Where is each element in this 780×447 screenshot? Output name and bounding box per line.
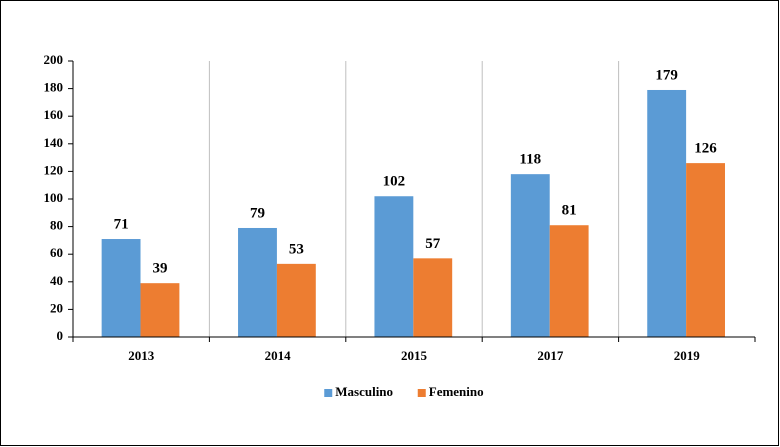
y-tick-label: 0 bbox=[57, 328, 64, 343]
data-label: 57 bbox=[425, 236, 441, 252]
bar bbox=[413, 258, 453, 337]
bar bbox=[549, 225, 589, 337]
legend-label: Femenino bbox=[429, 384, 484, 399]
y-tick-label: 40 bbox=[50, 273, 63, 288]
x-tick-label: 2019 bbox=[674, 348, 701, 363]
legend-swatch bbox=[417, 389, 426, 397]
y-tick-label: 180 bbox=[44, 80, 64, 95]
bar bbox=[686, 163, 725, 337]
y-tick-label: 20 bbox=[50, 300, 63, 315]
data-label: 126 bbox=[694, 141, 717, 157]
x-tick-label: 2013 bbox=[128, 348, 155, 363]
bar bbox=[510, 174, 550, 337]
y-tick-label: 100 bbox=[44, 190, 64, 205]
x-tick-label: 2017 bbox=[537, 348, 564, 363]
x-tick-label: 2015 bbox=[401, 348, 428, 363]
bar bbox=[238, 227, 277, 337]
y-tick-label: 60 bbox=[50, 245, 63, 260]
y-tick-label: 200 bbox=[44, 52, 64, 67]
data-label: 118 bbox=[519, 152, 541, 168]
y-tick-label: 80 bbox=[50, 218, 63, 233]
data-label: 79 bbox=[250, 205, 265, 221]
bar bbox=[276, 263, 316, 337]
legend-swatch bbox=[324, 389, 333, 397]
data-label: 53 bbox=[289, 241, 304, 257]
y-tick-label: 120 bbox=[44, 162, 64, 177]
bar bbox=[374, 196, 414, 337]
data-label: 71 bbox=[114, 216, 129, 232]
y-tick-label: 140 bbox=[44, 135, 64, 150]
data-label: 81 bbox=[562, 203, 577, 219]
data-label: 179 bbox=[655, 67, 678, 83]
legend-label: Masculino bbox=[335, 384, 393, 399]
bar bbox=[101, 239, 141, 337]
data-label: 39 bbox=[152, 261, 167, 277]
bar bbox=[647, 89, 687, 337]
x-tick-label: 2014 bbox=[265, 348, 292, 363]
bar bbox=[140, 283, 180, 337]
data-label: 102 bbox=[383, 174, 406, 190]
y-tick-label: 160 bbox=[44, 107, 64, 122]
